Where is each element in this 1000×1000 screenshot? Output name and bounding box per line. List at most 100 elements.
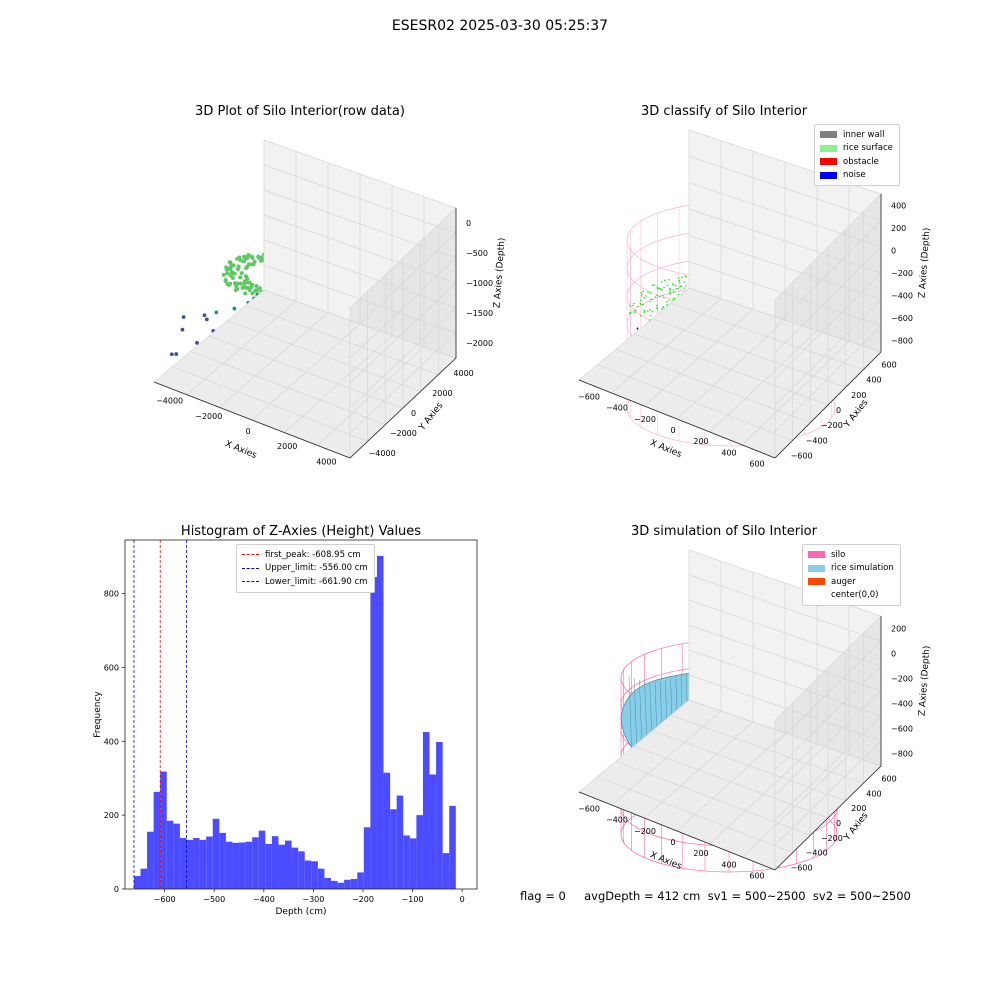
noise-swatch — [820, 171, 837, 179]
z-axis-label: Z Axies (Depth) — [493, 237, 508, 308]
surface-point — [649, 301, 651, 303]
y-tick-label: 400 — [104, 737, 119, 746]
surface-point — [659, 288, 662, 290]
histogram-bar — [166, 820, 174, 889]
histogram-bar — [350, 879, 358, 889]
y-tick-label: 0 — [836, 819, 841, 828]
surface-point — [643, 309, 645, 312]
data-point — [235, 266, 240, 271]
y-tick-label: 0 — [836, 406, 841, 415]
data-point — [225, 271, 230, 276]
z-tick-label: −400 — [891, 700, 913, 709]
z-tick-label: −500 — [466, 249, 488, 258]
surface-point — [649, 314, 652, 317]
surface-point — [640, 315, 642, 317]
z-axis-label: Z Axies (Depth) — [918, 645, 933, 716]
y-tick-label: 600 — [881, 774, 896, 783]
y-tick-label: 200 — [104, 811, 119, 820]
rice-surface-swatch — [820, 144, 837, 152]
surface-point — [662, 307, 664, 309]
x-tick-label: 4000 — [316, 457, 336, 466]
center-swatch — [808, 592, 825, 599]
surface-point — [634, 311, 636, 313]
y-tick-label: −400 — [806, 849, 828, 858]
z-tick-label: 200 — [891, 625, 906, 634]
data-point — [195, 340, 199, 345]
data-point — [204, 317, 209, 322]
surface-point — [669, 290, 671, 292]
x-tick-label: 0 — [460, 895, 465, 904]
x-tick-label: −200 — [634, 827, 656, 836]
data-point — [238, 281, 243, 286]
surface-point — [658, 296, 661, 298]
x-tick-label: −600 — [578, 805, 600, 814]
legend-item-rice-simulation: rice simulation — [808, 562, 894, 576]
y-tick-label: 0 — [411, 409, 416, 418]
data-point — [243, 256, 248, 261]
surface-point — [647, 291, 649, 293]
surface-point — [644, 311, 646, 313]
data-point — [231, 263, 236, 268]
surface-point — [656, 288, 659, 290]
surface-point — [673, 291, 675, 293]
surface-point — [676, 288, 679, 290]
legend-item-silo: silo — [808, 548, 894, 562]
histogram-bar — [278, 844, 286, 889]
surface-point — [683, 281, 686, 283]
silo-swatch — [808, 551, 825, 559]
x-tick-label: 400 — [721, 860, 736, 869]
histogram-bar — [311, 861, 318, 889]
data-point — [202, 313, 207, 318]
legend-item-upper-limit: Upper_limit: -556.00 cm — [242, 562, 368, 576]
surface-point — [683, 287, 685, 289]
x-axis-label: X Axies — [648, 438, 683, 460]
surface-point — [631, 304, 634, 307]
legend-item-auger: auger — [808, 575, 894, 589]
data-point — [259, 255, 264, 260]
surface-point — [677, 277, 680, 279]
legend-item-inner-wall: inner wall — [820, 128, 893, 142]
z-axis-label: Z Axies (Depth) — [918, 227, 933, 298]
x-tick-label: −200 — [352, 895, 374, 904]
histogram-bar — [442, 853, 450, 889]
histogram-bar — [225, 841, 233, 889]
surface-point — [660, 281, 663, 283]
data-point — [169, 352, 174, 357]
z-tick-label: −200 — [891, 675, 913, 684]
x-tick-label: 2000 — [277, 442, 297, 451]
histogram-bar — [376, 555, 384, 889]
surface-point — [678, 279, 681, 282]
surface-point — [629, 305, 631, 307]
surface-point — [684, 275, 687, 277]
inner-wall-swatch — [820, 131, 837, 139]
histogram-bar — [390, 809, 397, 889]
surface-point — [680, 285, 682, 287]
surface-point — [651, 311, 654, 313]
histogram-bar — [193, 838, 200, 889]
x-tick-label: 0 — [670, 838, 675, 847]
surface-point — [640, 292, 643, 294]
surface-point — [685, 276, 688, 278]
y-axis-label: Y Axies — [417, 401, 446, 434]
y-tick-label: −4000 — [369, 449, 396, 458]
histogram-bar — [285, 840, 292, 889]
histogram-bar — [383, 772, 391, 889]
surface-point — [636, 305, 639, 308]
surface-point — [656, 307, 658, 309]
surface-point — [653, 284, 655, 286]
legend-item-rice-surface: rice surface — [820, 142, 893, 156]
y-axis-label: Frequency — [93, 691, 103, 738]
y-tick-label: −600 — [791, 451, 813, 460]
surface-point — [663, 279, 666, 281]
data-point — [233, 288, 238, 293]
surface-point — [645, 295, 647, 297]
histogram-bar — [429, 774, 437, 889]
x-tick-label: −200 — [634, 415, 656, 424]
x-tick-label: 600 — [749, 459, 764, 468]
data-point — [255, 288, 260, 293]
mesh-line — [628, 675, 633, 759]
surface-point — [642, 290, 644, 292]
classify-plot-title: 3D classify of Silo Interior — [640, 104, 808, 119]
data-point — [180, 327, 185, 332]
surface-point — [649, 309, 651, 311]
